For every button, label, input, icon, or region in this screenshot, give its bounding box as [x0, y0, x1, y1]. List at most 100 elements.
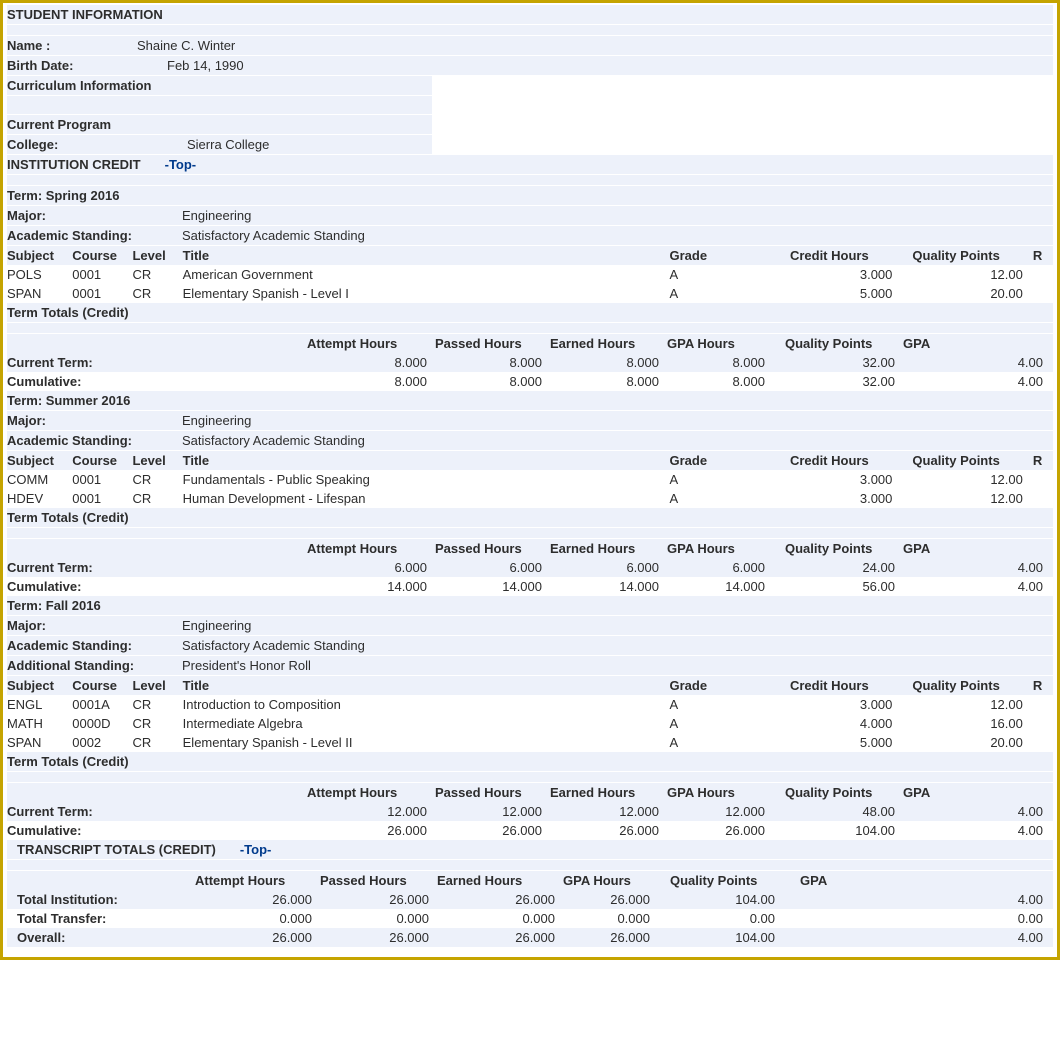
cell-title: Fundamentals - Public Speaking — [183, 470, 670, 489]
col-passed-hours: Passed Hours — [320, 871, 437, 890]
cell-grade: A — [670, 733, 790, 752]
cell-eh: 12.000 — [550, 802, 667, 821]
cell-qp: 104.00 — [670, 890, 800, 909]
cell-subject: ENGL — [7, 695, 72, 714]
course-row: SPAN 0002 CR Elementary Spanish - Level … — [7, 733, 1053, 752]
col-gpa: GPA — [800, 871, 1053, 890]
col-grade: Grade — [670, 451, 790, 470]
term-totals-header: Term Totals (Credit) — [7, 303, 1053, 322]
courses-table: Subject Course Level Title Grade Credit … — [7, 451, 1053, 508]
cell-ph: 26.000 — [320, 928, 437, 947]
institution-credit-row: INSTITUTION CREDIT -Top- — [7, 155, 1053, 174]
col-quality-points: Quality Points — [785, 539, 903, 558]
col-grade: Grade — [670, 676, 790, 695]
totals-row-label: Current Term: — [7, 353, 307, 372]
col-gpa: GPA — [903, 539, 1053, 558]
major-label: Major: — [7, 413, 182, 428]
cell-qp: 56.00 — [785, 577, 903, 596]
cell-level: CR — [132, 284, 182, 303]
cell-gpa: 4.00 — [800, 928, 1053, 947]
course-row: COMM 0001 CR Fundamentals - Public Speak… — [7, 470, 1053, 489]
transcript-row: Total Institution: 26.000 26.000 26.000 … — [7, 890, 1053, 909]
standing-label: Academic Standing: — [7, 228, 182, 243]
col-attempt-hours: Attempt Hours — [195, 871, 320, 890]
cell-ah: 26.000 — [307, 821, 435, 840]
cell-subject: COMM — [7, 470, 72, 489]
transcript-row: Overall: 26.000 26.000 26.000 26.000 104… — [7, 928, 1053, 947]
col-r: R — [1033, 676, 1053, 695]
cell-gpa: 4.00 — [903, 353, 1053, 372]
cell-ph: 26.000 — [320, 890, 437, 909]
col-subject: Subject — [7, 676, 72, 695]
cell-ah: 6.000 — [307, 558, 435, 577]
courses-table: Subject Course Level Title Grade Credit … — [7, 676, 1053, 752]
cell-hours: 3.000 — [790, 470, 912, 489]
top-link[interactable]: -Top- — [240, 842, 272, 857]
cell-r — [1033, 265, 1053, 284]
cell-eh: 6.000 — [550, 558, 667, 577]
term-totals-table: Attempt Hours Passed Hours Earned Hours … — [7, 539, 1053, 596]
course-header-row: Subject Course Level Title Grade Credit … — [7, 451, 1053, 470]
course-row: HDEV 0001 CR Human Development - Lifespa… — [7, 489, 1053, 508]
cell-level: CR — [132, 265, 182, 284]
cell-qp: 20.00 — [912, 284, 1032, 303]
current-term-row: Current Term: 8.000 8.000 8.000 8.000 32… — [7, 353, 1053, 372]
cell-subject: POLS — [7, 265, 72, 284]
transcript-totals-header: TRANSCRIPT TOTALS (CREDIT) — [7, 842, 216, 857]
cell-grade: A — [670, 695, 790, 714]
transcript-row-label: Overall: — [7, 928, 195, 947]
course-row: SPAN 0001 CR Elementary Spanish - Level … — [7, 284, 1053, 303]
course-row: ENGL 0001A CR Introduction to Compositio… — [7, 695, 1053, 714]
term-totals-header: Term Totals (Credit) — [7, 752, 1053, 771]
cell-qp: 20.00 — [912, 733, 1032, 752]
spacer — [7, 323, 1053, 333]
cell-ph: 8.000 — [435, 372, 550, 391]
cell-qp: 104.00 — [785, 821, 903, 840]
cell-qp: 12.00 — [912, 489, 1032, 508]
col-title: Title — [183, 451, 670, 470]
cell-gpa: 4.00 — [903, 558, 1053, 577]
cell-ph: 8.000 — [435, 353, 550, 372]
cell-level: CR — [132, 489, 182, 508]
cell-gpa: 4.00 — [903, 372, 1053, 391]
col-r: R — [1033, 246, 1053, 265]
cell-grade: A — [670, 714, 790, 733]
cell-title: Introduction to Composition — [183, 695, 670, 714]
standing-row: Academic Standing:Satisfactory Academic … — [7, 431, 1053, 450]
cell-course: 0001 — [72, 265, 132, 284]
cell-gh: 8.000 — [667, 353, 785, 372]
cell-ah: 12.000 — [307, 802, 435, 821]
cell-ah: 26.000 — [195, 928, 320, 947]
cell-hours: 3.000 — [790, 265, 912, 284]
cell-subject: SPAN — [7, 284, 72, 303]
term-label: Term: Summer 2016 — [7, 391, 1053, 410]
birth-value: Feb 14, 1990 — [167, 58, 244, 73]
cell-gh: 6.000 — [667, 558, 785, 577]
col-level: Level — [132, 451, 182, 470]
additional-standing-value: President's Honor Roll — [182, 658, 311, 673]
cell-qp: 12.00 — [912, 695, 1032, 714]
cell-level: CR — [132, 733, 182, 752]
cell-eh: 26.000 — [437, 890, 563, 909]
courses-table: Subject Course Level Title Grade Credit … — [7, 246, 1053, 303]
cell-course: 0000D — [72, 714, 132, 733]
col-attempt-hours: Attempt Hours — [307, 539, 435, 558]
col-subject: Subject — [7, 246, 72, 265]
cell-ph: 14.000 — [435, 577, 550, 596]
totals-row-label: Current Term: — [7, 802, 307, 821]
term-totals-header: Term Totals (Credit) — [7, 508, 1053, 527]
transcript-row-label: Total Transfer: — [7, 909, 195, 928]
col-course: Course — [72, 451, 132, 470]
cell-r — [1033, 714, 1053, 733]
col-earned-hours: Earned Hours — [550, 783, 667, 802]
standing-row: Academic Standing:Satisfactory Academic … — [7, 636, 1053, 655]
cell-eh: 26.000 — [550, 821, 667, 840]
col-credit-hours: Credit Hours — [790, 676, 912, 695]
col-quality-points: Quality Points — [912, 451, 1032, 470]
top-link[interactable]: -Top- — [165, 157, 197, 172]
current-term-row: Current Term: 6.000 6.000 6.000 6.000 24… — [7, 558, 1053, 577]
cell-grade: A — [670, 489, 790, 508]
course-header-row: Subject Course Level Title Grade Credit … — [7, 676, 1053, 695]
col-r: R — [1033, 451, 1053, 470]
course-header-row: Subject Course Level Title Grade Credit … — [7, 246, 1053, 265]
